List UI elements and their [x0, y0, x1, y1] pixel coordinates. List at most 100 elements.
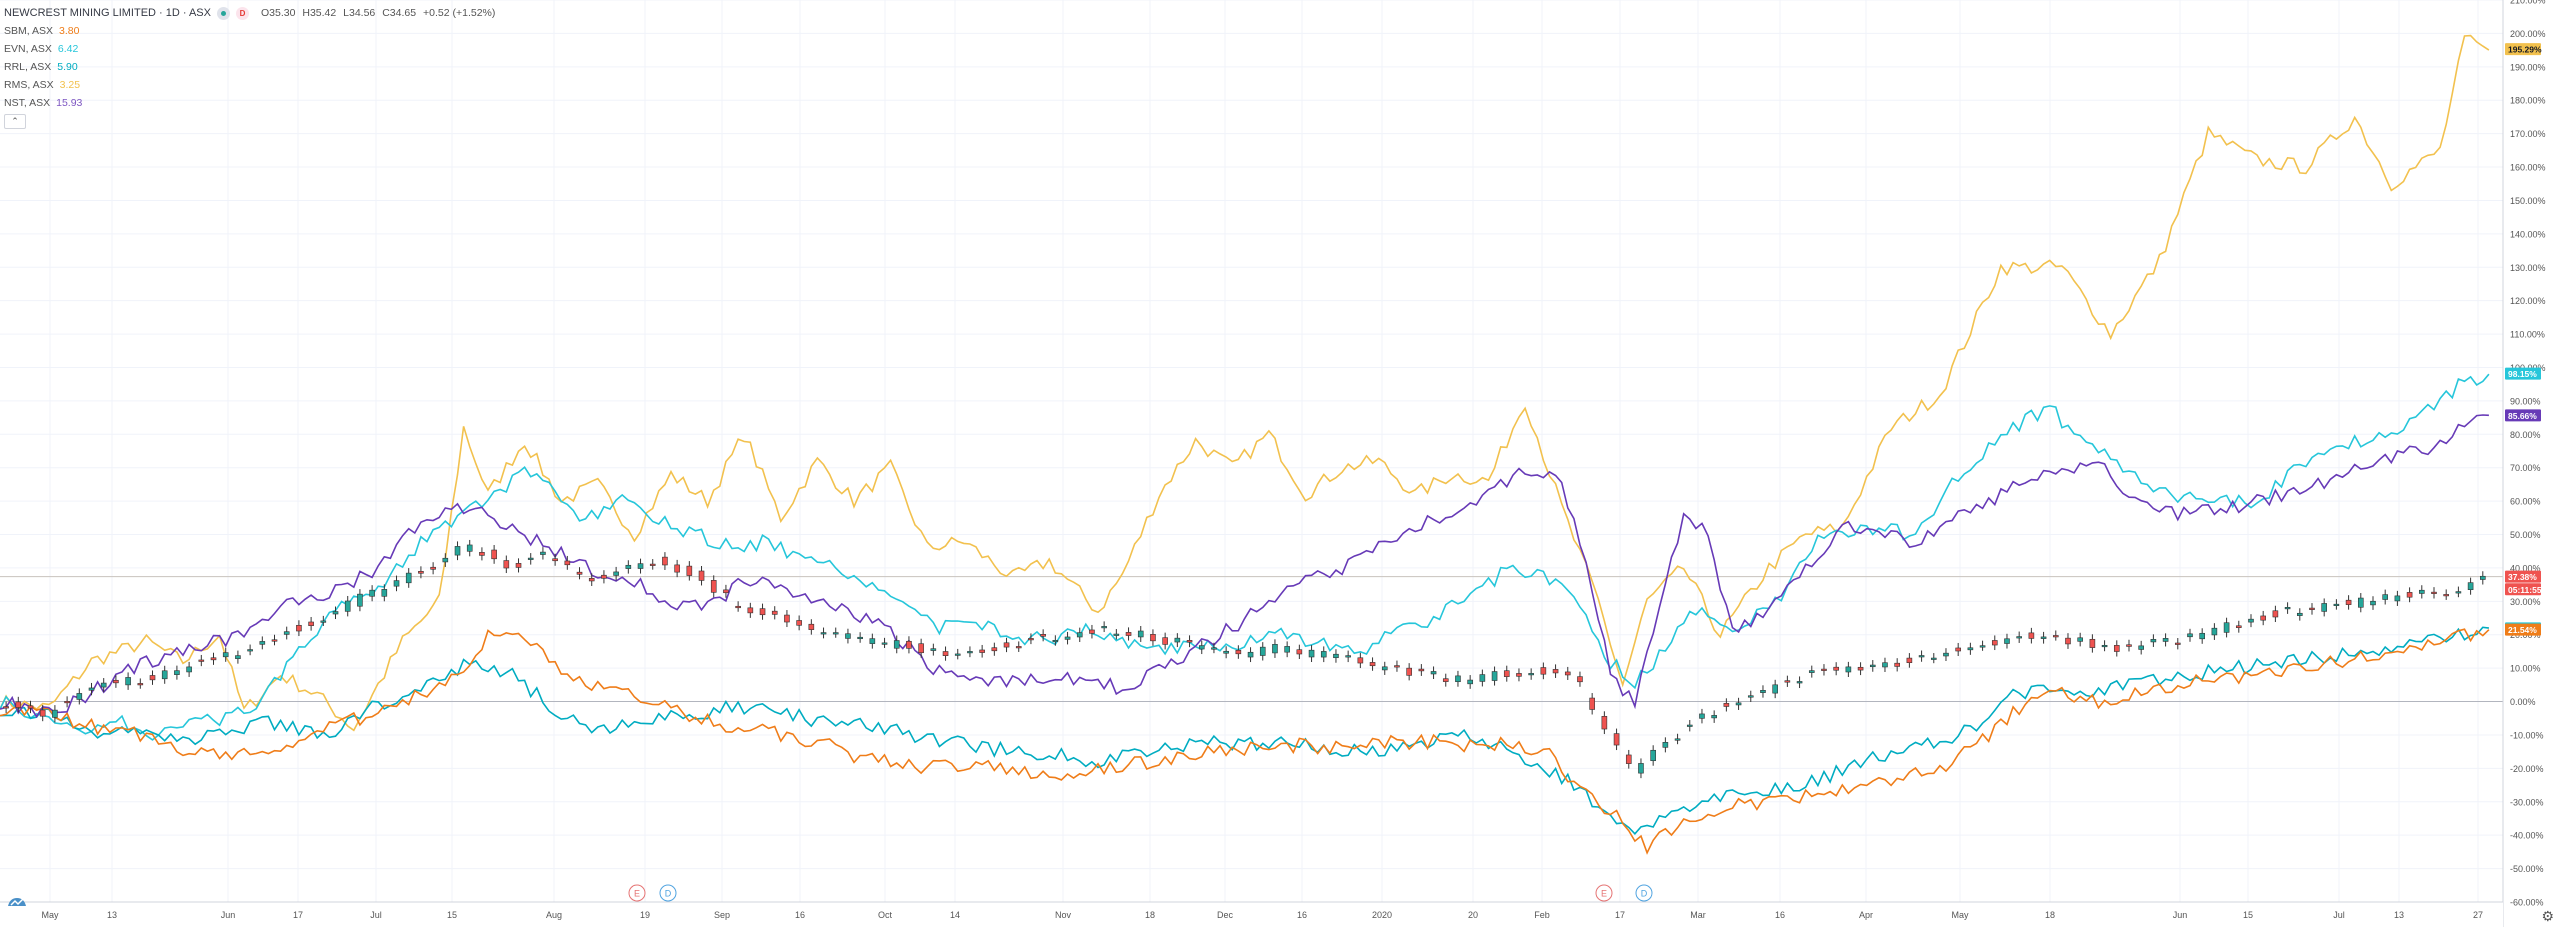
candle-body [942, 651, 949, 656]
candle-body [1857, 666, 1864, 671]
candle-body [418, 571, 424, 574]
event-marker-letter: E [634, 889, 640, 899]
candle-body [1101, 626, 1107, 629]
time-axis-tick: 19 [640, 910, 650, 920]
candle-body [2138, 645, 2144, 650]
time-axis-tick: 13 [2394, 910, 2404, 920]
price-axis-tick: 120.00% [2510, 296, 2546, 306]
candle-body [1223, 650, 1229, 654]
time-axis-tick: 2020 [1372, 910, 1392, 920]
price-tags: 195.29%98.15%85.66%37.38%05:11:5521.92%2… [2505, 43, 2542, 636]
event-marker-letter: D [665, 889, 672, 899]
candle-body [759, 608, 766, 616]
candle-body [2113, 645, 2120, 652]
candle-body [1869, 664, 1876, 668]
time-axis-tick: 16 [1775, 910, 1785, 920]
close-value: C34.65 [382, 7, 417, 19]
time-axis-tick: Nov [1055, 910, 1072, 920]
candle-body [466, 544, 473, 552]
candle-body [1320, 651, 1327, 658]
price-tag-label: 98.15% [2508, 369, 2537, 379]
candle-body [1833, 666, 1839, 671]
price-axis-tick: -20.00% [2510, 764, 2544, 774]
candle-body [1638, 763, 1644, 774]
candle-body [442, 557, 449, 563]
candle-body [64, 701, 70, 704]
candle-body [1503, 670, 1510, 677]
candle-body [235, 655, 241, 659]
time-axis[interactable]: May 13 Jun 17 Jul 15 Aug 19 Sep 16 Oct 14 Nov 18 Dec 16… [0, 901, 2503, 927]
candle-body [1589, 697, 1595, 710]
candle-body [832, 632, 839, 635]
compare-symbol-value: 5.90 [57, 61, 78, 73]
event-marker-circle [1635, 884, 1653, 902]
candle-body [491, 549, 497, 560]
candle-body [1369, 662, 1376, 667]
price-axis[interactable]: 210.00% 200.00% 190.00% 180.00% 170.00% 160.0… [2502, 0, 2560, 927]
candle-body [1564, 671, 1571, 676]
candle-body [1296, 649, 1303, 655]
time-axis-tick: 17 [1615, 910, 1625, 920]
series-line [0, 626, 2490, 835]
candle-body [2248, 618, 2254, 623]
candle-body [344, 600, 351, 612]
candle-body [747, 607, 754, 614]
candle-body [479, 552, 485, 556]
series-line [0, 373, 2490, 741]
candle-body [3, 706, 9, 709]
candle-body [1552, 669, 1559, 674]
candle-body [1137, 630, 1144, 638]
price-axis-tick: 140.00% [2510, 229, 2546, 239]
candle-body [1528, 673, 1534, 676]
candle-body [1345, 655, 1351, 658]
compare-row[interactable]: SBM, ASX 3.80 [4, 22, 499, 40]
candle-body [698, 570, 705, 581]
time-axis-tick: 20 [1468, 910, 1478, 920]
candle-body [674, 564, 680, 573]
event-marker[interactable]: D [659, 884, 677, 902]
candle-body [930, 648, 937, 651]
event-marker[interactable]: E [1595, 884, 1613, 902]
candle-body [576, 571, 583, 575]
candle-body [149, 675, 156, 681]
price-axis-tick: -60.00% [2510, 898, 2544, 908]
candle-body [1272, 644, 1278, 654]
price-axis-tick: 90.00% [2510, 396, 2541, 406]
candle-body [601, 574, 607, 579]
candle-body [2333, 603, 2340, 606]
time-axis-tick: Dec [1217, 910, 1234, 920]
candle-body [320, 620, 327, 623]
event-marker[interactable]: E [628, 884, 646, 902]
price-axis-tick: 170.00% [2510, 129, 2546, 139]
candle-body [710, 580, 717, 593]
time-axis-tick: 27 [2473, 910, 2483, 920]
time-axis-tick: Jun [2173, 910, 2188, 920]
candle-body [1467, 679, 1473, 685]
candle-body [76, 693, 83, 700]
candle-body [967, 651, 973, 654]
candle-body [381, 589, 388, 597]
price-axis-tick: 0.00% [2510, 697, 2536, 707]
candle-body [296, 624, 302, 632]
compare-row[interactable]: RMS, ASX 3.25 [4, 76, 499, 94]
candle-body [2174, 642, 2181, 645]
compare-row[interactable]: NST, ASX 15.93 [4, 94, 499, 112]
symbol-title[interactable]: NEWCREST MINING LIMITED · 1D · ASX [4, 7, 211, 19]
candle-body [2150, 639, 2157, 643]
compare-row[interactable]: EVN, ASX 6.42 [4, 40, 499, 58]
event-marker[interactable]: D [1635, 884, 1653, 902]
candle-body [1186, 640, 1193, 643]
candle-body [125, 677, 131, 686]
price-axis-tick: 200.00% [2510, 29, 2546, 39]
price-axis-tick: 40.00% [2510, 563, 2541, 573]
candle-body [1040, 634, 1046, 637]
chevron-up-icon[interactable]: ⌃ [4, 114, 26, 129]
settings-gear-icon[interactable]: ⚙ [2541, 908, 2554, 924]
compare-row[interactable]: RRL, ASX 5.90 [4, 58, 499, 76]
time-axis-tick: 15 [2243, 910, 2253, 920]
tradingview-logo-icon[interactable] [6, 895, 28, 909]
candle-body [1625, 754, 1632, 764]
candle-body [979, 649, 985, 653]
candle-body [1394, 665, 1400, 668]
